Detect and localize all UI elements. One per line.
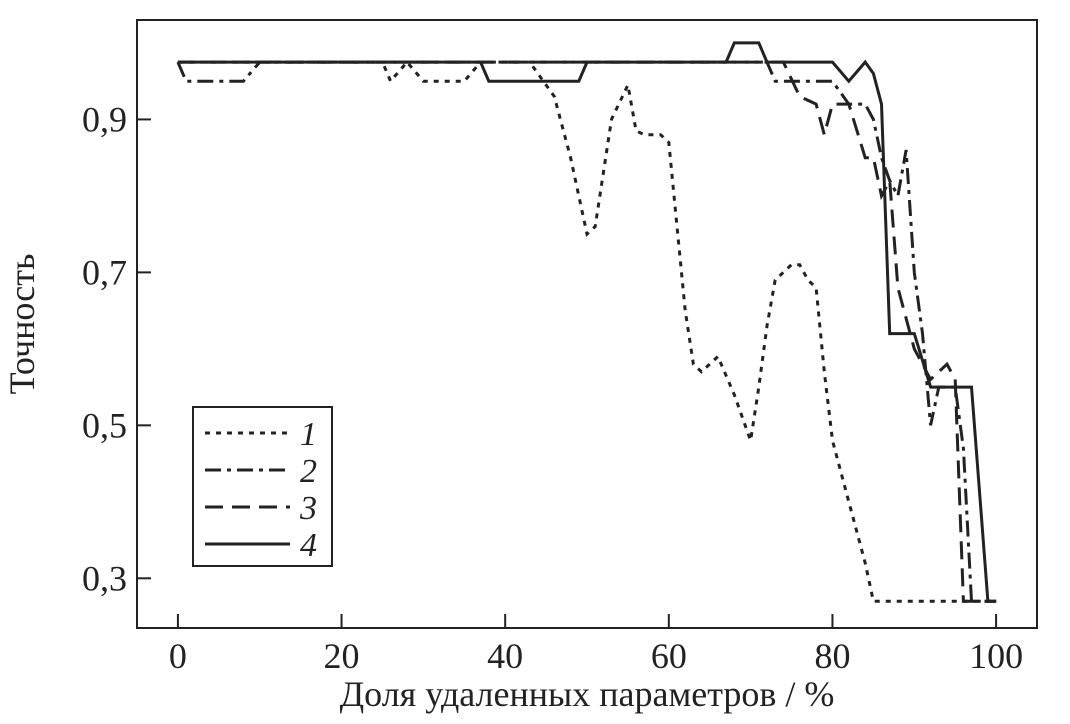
- plot-frame: [136, 19, 1038, 629]
- x-tick-label: 40: [487, 636, 523, 676]
- x-axis-label: Доля удаленных параметров / %: [340, 674, 835, 714]
- y-tick-label: 0,5: [82, 405, 127, 445]
- x-tick-label: 20: [324, 636, 360, 676]
- y-tick-label: 0,7: [82, 252, 127, 292]
- y-axis-label: Точность: [2, 254, 42, 395]
- y-tick-label: 0,9: [82, 99, 127, 139]
- legend-label-3: 3: [299, 490, 317, 527]
- y-axis-ticks: 0,3 0,5 0,7 0,9: [82, 99, 151, 598]
- legend-label-1: 1: [300, 416, 317, 453]
- x-axis-ticks: 0 20 40 60 80 100: [169, 614, 1023, 676]
- x-tick-label: 60: [651, 636, 687, 676]
- x-tick-label: 80: [814, 636, 850, 676]
- series-line-1: [177, 59, 997, 603]
- series-line-4: [177, 41, 997, 603]
- legend-label-4: 4: [300, 527, 317, 564]
- x-tick-label: 100: [969, 636, 1023, 676]
- series-line-3: [177, 60, 997, 603]
- series-lines: [176, 41, 997, 603]
- y-tick-label: 0,3: [82, 558, 127, 598]
- legend-label-2: 2: [300, 453, 317, 490]
- x-tick-label: 0: [169, 636, 187, 676]
